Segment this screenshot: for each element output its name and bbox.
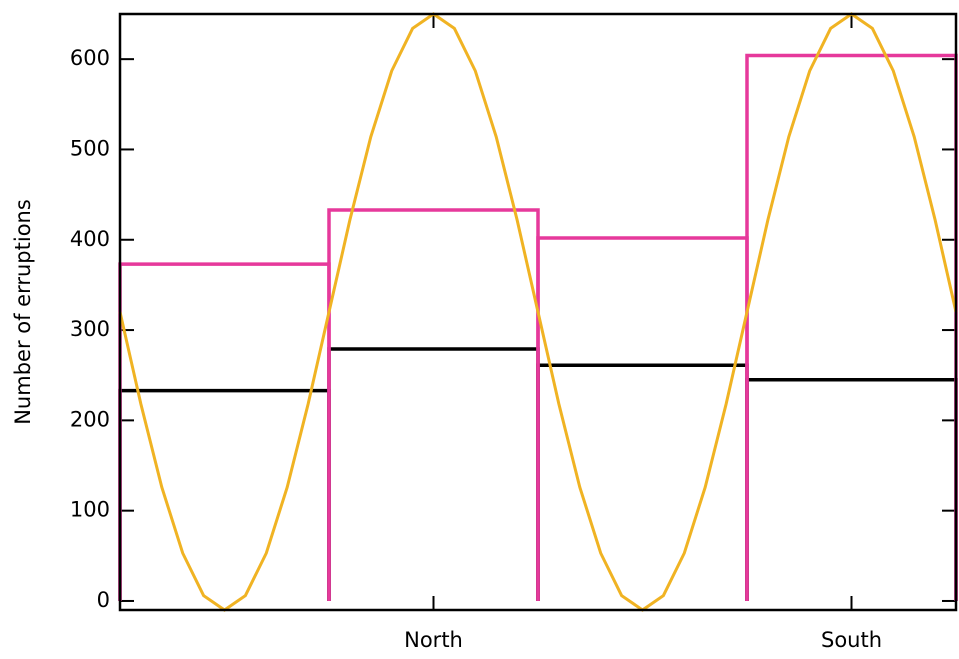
y-tick-label: 500 [70,136,110,160]
histogram-step [745,53,958,601]
histogram-step [118,262,331,601]
y-tick-label: 600 [70,46,110,70]
y-tick-label: 0 [97,588,110,612]
histogram-step [536,363,749,601]
histogram-step [327,347,540,601]
y-axis-label: Number of erruptions [11,199,35,425]
histogram-step [327,208,540,601]
curve [118,12,958,612]
histogram-step [118,388,331,601]
y-tick-label: 300 [70,317,110,341]
plot-frame [118,12,958,612]
x-tick-label: North [404,628,463,652]
histogram-step [745,377,958,601]
x-tick-label: South [821,628,882,652]
histogram-step [536,236,749,601]
y-tick-label: 200 [70,407,110,431]
y-tick-label: 400 [70,227,110,251]
y-tick-label: 100 [70,498,110,522]
